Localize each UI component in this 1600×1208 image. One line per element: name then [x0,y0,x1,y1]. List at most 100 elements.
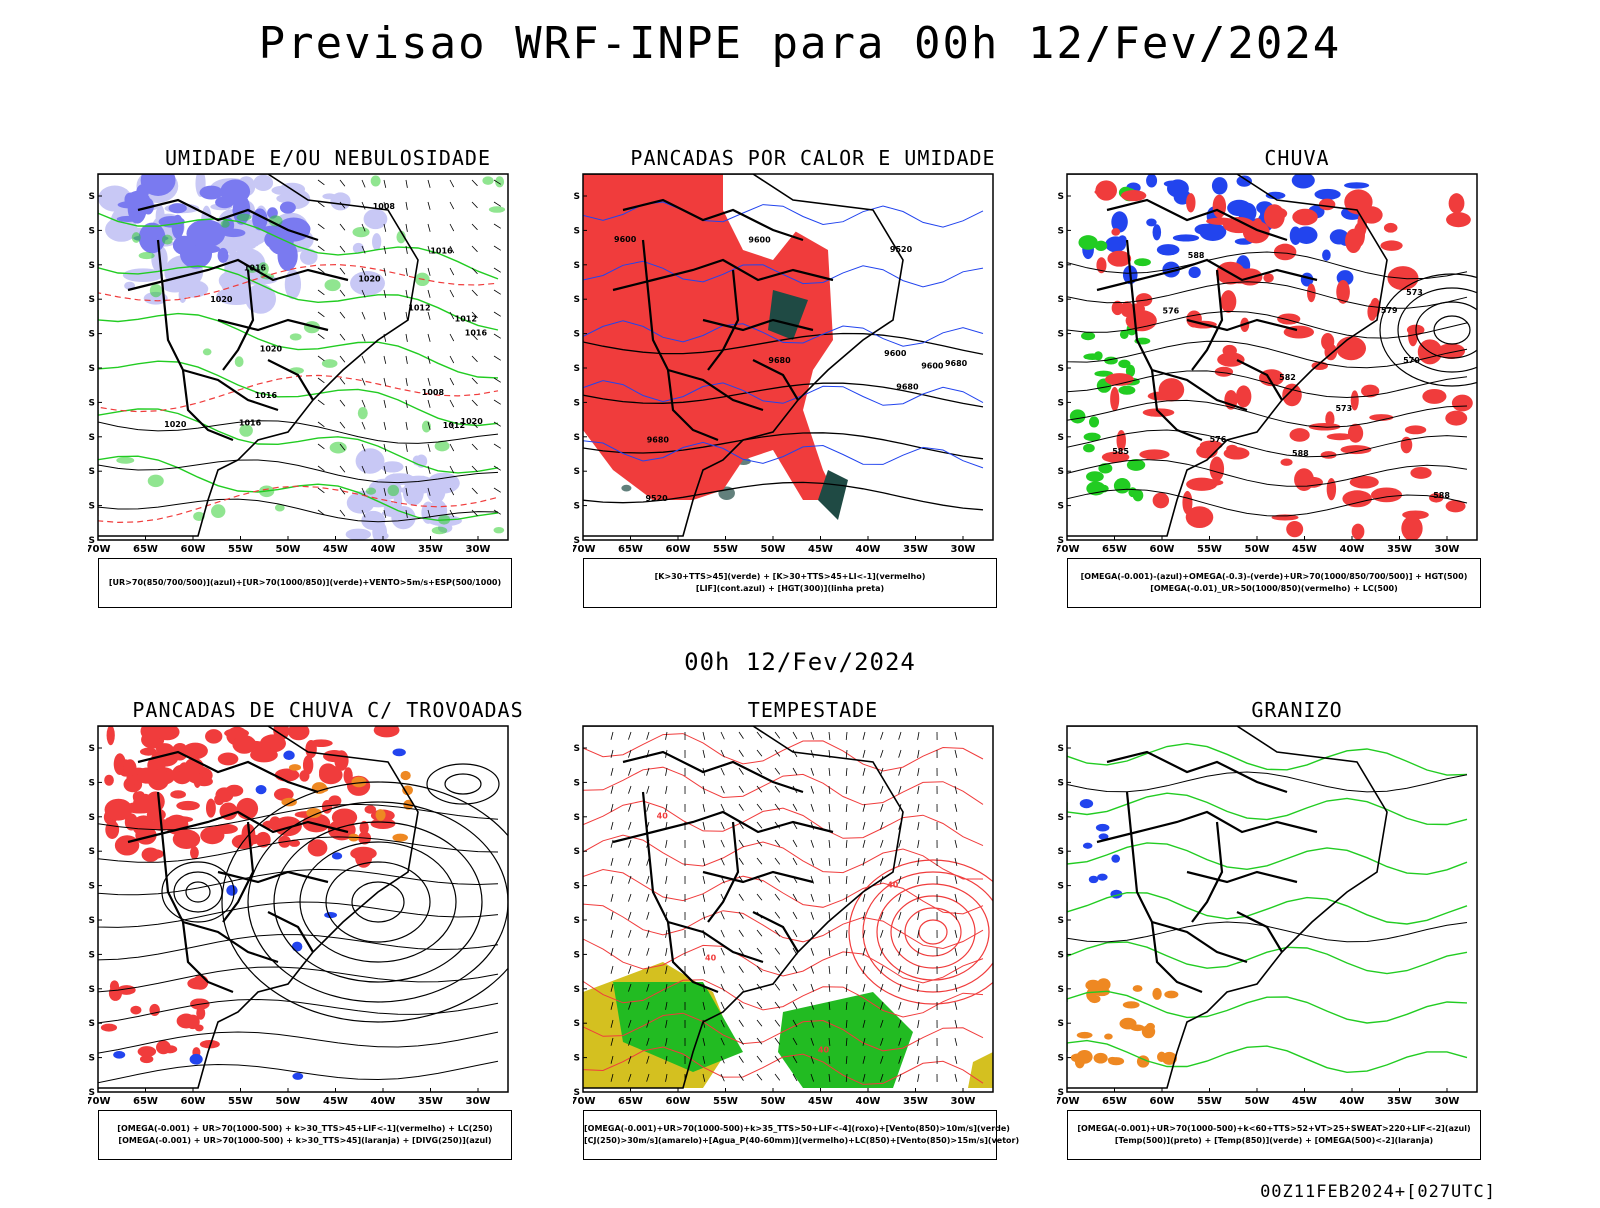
longitude-label: 55W [713,1096,738,1107]
legend-text: [CJ(250)>30m/s](amarelo)+[Agua_P(40-60mm… [584,1135,996,1147]
shaded-area [1078,235,1097,250]
latitude-label: 15S [573,226,580,236]
shaded-area [292,1073,303,1080]
shaded-area [1110,387,1119,411]
latitude-label: 30S [1057,398,1064,408]
shaded-area [176,801,200,810]
shaded-area [1449,193,1465,213]
contour-label: 1012 [455,314,477,323]
shaded-area [1402,510,1429,519]
contour-label: 1016 [244,263,267,272]
shaded-area [334,750,348,771]
shaded-area [346,529,371,541]
contour-label: 40 [657,812,669,821]
shaded-area [104,775,114,786]
legend-text: [UR>70(850/700/500)](azul)+[UR>70(1000/8… [99,577,511,589]
shaded-area [1153,224,1162,240]
legend-text: [Temp(500)](preto) + [Temp(850)](verde) … [1068,1135,1480,1147]
longitude-label: 45W [1292,544,1317,555]
contour-label: 573 [1335,404,1352,413]
latitude-label: 24S [88,882,95,892]
longitude-label: 45W [323,544,348,555]
shaded-area [1223,217,1255,233]
longitude-label: 45W [323,1096,348,1107]
shaded-area [364,209,388,229]
latitude-label: 39S [573,1054,580,1064]
contour-label: 588 [1188,251,1205,260]
longitude-label: 35W [418,1096,443,1107]
shaded-area [1094,1053,1108,1064]
shaded-area [1081,332,1095,340]
shaded-area [289,764,301,771]
shaded-area [135,768,161,784]
shaded-area [190,1054,203,1065]
longitude-label: 30W [466,1096,491,1107]
longitude-label: 60W [666,544,691,555]
legend-text: [OMEGA(-0.001)-(azul)+OMEGA(-0.3)-(verde… [1068,571,1480,583]
latitude-label: 27S [1057,364,1064,374]
shaded-area [1123,1001,1140,1008]
shaded-area [1130,1025,1144,1032]
shaded-area [148,475,164,487]
shaded-area [250,747,278,762]
shaded-area [203,348,212,355]
shaded-area [1089,876,1099,883]
longitude-label: 55W [713,544,738,555]
latitude-label: 27S [573,916,580,926]
shaded-area [1354,223,1365,247]
longitude-label: 30W [1435,544,1460,555]
latitude-label: 33S [88,433,95,443]
latitude-label: 12S [1057,192,1064,202]
shaded-area [1380,240,1402,250]
shaded-area [218,753,239,766]
latitude-label: 33S [1057,985,1064,995]
shaded-area [366,488,376,495]
latitude-label: 21S [1057,847,1064,857]
shaded-area [200,186,223,200]
shaded-area [1315,189,1341,200]
latitude-label: 36S [88,1019,95,1029]
shaded-area [1295,226,1317,244]
longitude-label: 60W [666,1096,691,1107]
latitude-label: 33S [573,985,580,995]
shaded-area [393,748,406,756]
latitude-label: 21S [88,847,95,857]
shaded-area [332,852,342,859]
latitude-label: 24S [88,330,95,340]
shaded-area [352,227,369,237]
shaded-area [281,798,296,807]
contour-label: 588 [1433,491,1450,500]
shaded-area [330,442,347,454]
shaded-area [1146,174,1157,188]
longitude-label: 45W [808,1096,833,1107]
shaded-area [330,192,350,210]
shaded-area [1189,267,1201,278]
legend-text: [OMEGA(-0.001)+UR>70(1000-500)+k>35_TTS>… [584,1123,996,1135]
longitude-label: 30W [951,1096,976,1107]
shaded-area [1083,353,1101,360]
shaded-area [224,728,249,738]
contour-label: 9520 [645,494,668,503]
contour-label: 9600 [748,235,771,244]
shaded-area [1118,386,1135,395]
shaded-area [169,203,187,213]
shaded-area [1446,212,1471,227]
shaded-area [356,448,385,473]
contour-label: 1012 [408,303,430,312]
shaded-area [226,785,244,797]
shaded-area [352,849,369,859]
main-title: Previsao WRF-INPE para 00h 12/Fev/2024 [0,18,1600,69]
longitude-label: 40W [371,544,396,555]
latitude-label: 21S [573,847,580,857]
shaded-area [276,193,308,204]
weather-map: 12S15S18S21S24S27S30S33S36S39S42S70W65W6… [1057,722,1497,1142]
shaded-area [432,527,448,535]
shaded-area [1344,182,1369,188]
longitude-label: 30W [466,544,491,555]
shaded-area [1182,491,1192,514]
shaded-area [1282,384,1302,407]
shaded-area [1290,428,1310,442]
panel-granizo: GRANIZO 12S15S18S21S24S27S30S33S36S39S42… [1057,698,1537,1208]
latitude-label: 12S [1057,744,1064,754]
